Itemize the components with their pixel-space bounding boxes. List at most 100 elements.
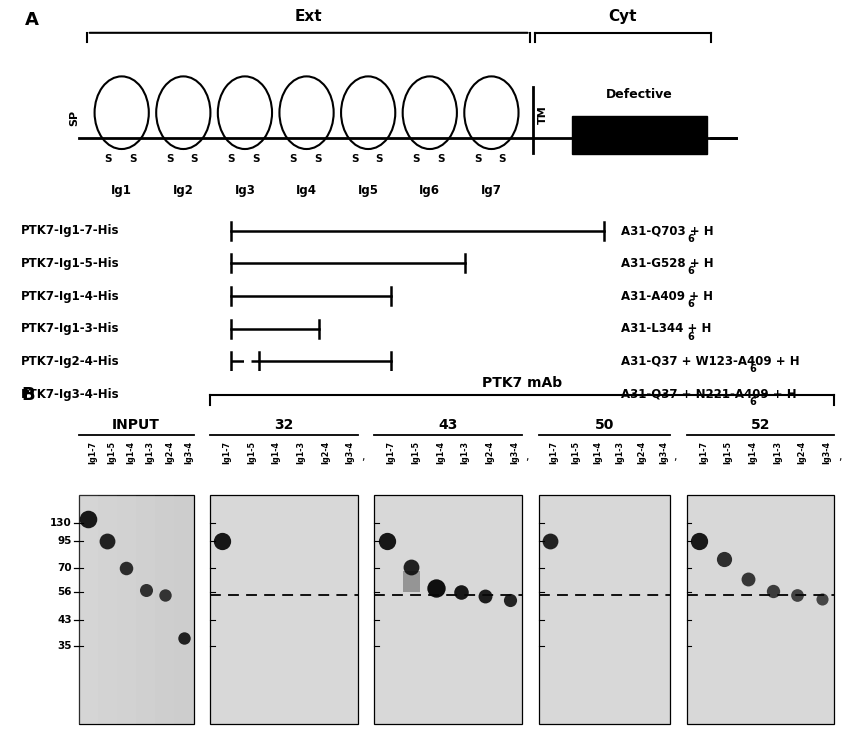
- Bar: [374, 495, 523, 724]
- Text: Ig1-3: Ig1-3: [461, 441, 469, 463]
- Text: Ext: Ext: [295, 9, 323, 24]
- Text: S: S: [437, 154, 445, 164]
- Text: S: S: [499, 154, 507, 164]
- Text: Ig6: Ig6: [419, 184, 440, 197]
- Text: Ig2-4: Ig2-4: [485, 441, 495, 464]
- Text: 32: 32: [274, 418, 294, 432]
- Text: Ig1-5: Ig1-5: [108, 441, 116, 463]
- Text: 6: 6: [688, 266, 695, 277]
- Point: [379, 535, 393, 547]
- Text: S: S: [228, 154, 235, 164]
- Text: B: B: [21, 387, 35, 404]
- Text: PTK7-Ig1-3-His: PTK7-Ig1-3-His: [21, 323, 119, 335]
- Point: [717, 554, 730, 565]
- Text: Ig7: Ig7: [481, 184, 501, 197]
- Text: Ig1-3: Ig1-3: [146, 441, 155, 463]
- Text: S: S: [166, 154, 174, 164]
- Text: Ig3-4: Ig3-4: [822, 441, 831, 463]
- Text: PTK7-Ig2-4-His: PTK7-Ig2-4-His: [21, 355, 119, 368]
- Text: 95: 95: [58, 536, 72, 546]
- Text: S: S: [191, 154, 198, 164]
- Bar: [79, 495, 194, 724]
- Text: 56: 56: [58, 587, 72, 598]
- Bar: [572, 117, 707, 154]
- Text: 52: 52: [750, 418, 770, 432]
- Text: A31-Q703 + H: A31-Q703 + H: [621, 224, 713, 237]
- Text: SP: SP: [69, 110, 80, 126]
- Text: Ig1-4: Ig1-4: [748, 441, 757, 463]
- Point: [101, 535, 114, 547]
- Text: 43: 43: [58, 615, 72, 625]
- Point: [215, 535, 229, 547]
- Point: [158, 589, 172, 601]
- Text: A: A: [25, 11, 39, 29]
- Text: Ig3-4: Ig3-4: [184, 441, 193, 463]
- Text: ,: ,: [838, 452, 841, 463]
- Text: Ig1-4: Ig1-4: [436, 441, 445, 463]
- Text: PTK7-Ig3-4-His: PTK7-Ig3-4-His: [21, 387, 119, 401]
- Text: Ig1-5: Ig1-5: [412, 441, 420, 463]
- Text: Ig1-7: Ig1-7: [550, 441, 559, 463]
- Text: TK: TK: [630, 117, 649, 130]
- Point: [503, 595, 517, 607]
- Text: Ig1-3: Ig1-3: [615, 441, 624, 463]
- Bar: [79, 495, 97, 724]
- Bar: [210, 495, 358, 724]
- Point: [177, 632, 191, 644]
- Text: Ig1-4: Ig1-4: [272, 441, 280, 463]
- Text: Ig2-4: Ig2-4: [798, 441, 806, 464]
- Bar: [174, 495, 194, 724]
- Text: Ig2-4: Ig2-4: [321, 441, 330, 464]
- Text: Ig3: Ig3: [235, 184, 255, 197]
- Text: 6: 6: [750, 397, 756, 407]
- Text: Ig1-5: Ig1-5: [723, 441, 733, 463]
- Text: Ig1-3: Ig1-3: [296, 441, 305, 463]
- Text: 70: 70: [58, 564, 72, 573]
- Text: S: S: [129, 154, 136, 164]
- Point: [741, 573, 755, 584]
- Text: A31-Q37 + W123-A409 + H: A31-Q37 + W123-A409 + H: [621, 355, 800, 368]
- Point: [543, 535, 556, 547]
- Text: Ig1-5: Ig1-5: [572, 441, 580, 463]
- Text: Ig2-4: Ig2-4: [637, 441, 646, 464]
- Text: Ig1-7: Ig1-7: [88, 441, 97, 463]
- Text: Ig1-7: Ig1-7: [222, 441, 231, 463]
- Text: TM: TM: [538, 105, 548, 124]
- Text: Ig2-4: Ig2-4: [165, 441, 174, 464]
- Text: 6: 6: [688, 234, 695, 244]
- Text: Ig2: Ig2: [173, 184, 194, 197]
- Bar: [402, 570, 420, 593]
- Text: PTK7 mAb: PTK7 mAb: [482, 376, 562, 390]
- Text: PTK7-Ig1-5-His: PTK7-Ig1-5-His: [21, 257, 119, 270]
- Point: [139, 584, 152, 596]
- Text: S: S: [252, 154, 260, 164]
- Text: Ig1-4: Ig1-4: [594, 441, 602, 463]
- Point: [816, 593, 829, 605]
- Text: Ig1-7: Ig1-7: [699, 441, 708, 463]
- Text: PTK7-Ig1-7-His: PTK7-Ig1-7-His: [21, 224, 119, 237]
- Bar: [539, 495, 670, 724]
- Point: [81, 514, 95, 525]
- Point: [766, 585, 779, 597]
- Text: S: S: [412, 154, 420, 164]
- Text: 6: 6: [688, 299, 695, 309]
- Text: PTK7-Ig1-4-His: PTK7-Ig1-4-His: [21, 289, 119, 303]
- Text: Ig1-3: Ig1-3: [772, 441, 782, 463]
- Text: ,: ,: [673, 452, 677, 463]
- Text: S: S: [375, 154, 383, 164]
- Text: Ig3-4: Ig3-4: [659, 441, 668, 463]
- Bar: [136, 495, 155, 724]
- Text: A31-G528 + H: A31-G528 + H: [621, 257, 713, 270]
- Text: Ig1-5: Ig1-5: [247, 441, 256, 463]
- Point: [119, 562, 133, 574]
- Text: S: S: [351, 154, 358, 164]
- Text: A31-A409 + H: A31-A409 + H: [621, 289, 713, 303]
- Point: [405, 562, 418, 573]
- Text: Ig1-7: Ig1-7: [386, 441, 396, 463]
- Text: 50: 50: [595, 418, 614, 432]
- Text: 6: 6: [688, 332, 695, 342]
- Bar: [117, 495, 136, 724]
- Point: [479, 590, 492, 602]
- Text: 6: 6: [750, 365, 756, 374]
- Point: [692, 535, 706, 547]
